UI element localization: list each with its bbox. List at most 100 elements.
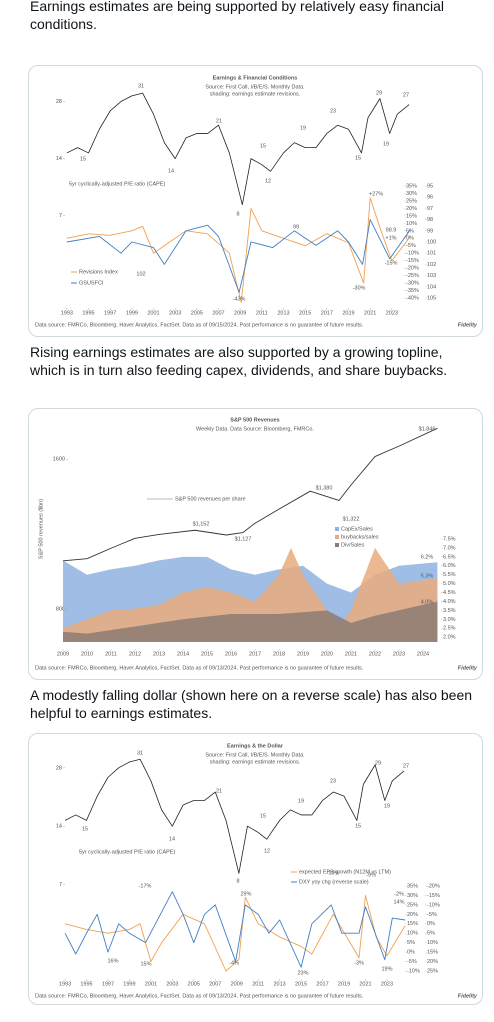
y2-tick-label: 0% <box>407 950 415 956</box>
y3-tick-label: 0% <box>427 921 435 927</box>
annotation: 29 <box>376 90 382 96</box>
annotation: 27 <box>403 92 409 98</box>
annotation: 21 <box>216 118 222 124</box>
x-tick-label: 1997 <box>102 981 114 987</box>
y3-tick-label: 20% <box>427 959 438 965</box>
line <box>66 92 410 206</box>
y2-tick-label: 30% <box>406 191 417 197</box>
legend-swatch <box>335 535 339 539</box>
chart-card: S&P 500 Revenues Weekly Data. Data Source… <box>28 408 483 680</box>
y2-tick-label: -10% <box>407 968 420 974</box>
annotation: 14 <box>168 168 174 174</box>
x-tick-label: 2013 <box>274 981 286 987</box>
annotation: $1,846 <box>419 426 436 432</box>
y2-tick-label: -10% <box>406 251 419 257</box>
source-note: Data source: FMRCo, Bloomberg, Haver Ana… <box>35 993 364 999</box>
x-tick-label: 2011 <box>105 651 117 657</box>
annotation: -30% <box>353 285 366 291</box>
annotation: 16% <box>107 958 118 964</box>
x-tick-label: 2016 <box>225 651 237 657</box>
y2-tick-label: 15% <box>406 213 417 219</box>
y2-tick-label: 5% <box>407 940 415 946</box>
x-tick-label: 2009 <box>234 310 246 316</box>
y2-tick-label: 5.0% <box>443 581 456 587</box>
x-tick-label: 2023 <box>393 651 405 657</box>
annotation: 21 <box>216 788 222 794</box>
x-tick-label: 1997 <box>104 310 116 316</box>
annotation: 23% <box>297 970 308 976</box>
x-tick-label: 2001 <box>147 310 159 316</box>
x-tick-label: 2007 <box>209 981 221 987</box>
y3-tick-label: 98 <box>427 217 433 223</box>
chart-subtitle: Source: First Call, I/B/E/S. Monthly Dat… <box>205 752 305 758</box>
chart-subtitle: shading: earnings estimate revisions. <box>210 91 301 97</box>
annotation: 19 <box>300 125 306 131</box>
legend-label: expected EPS growth (N12M vs LTM) <box>299 869 391 875</box>
x-tick-label: 2014 <box>177 651 189 657</box>
x-tick-label: 2019 <box>297 651 309 657</box>
x-tick-label: 2001 <box>145 981 157 987</box>
annotation: 19% <box>381 966 392 972</box>
x-tick-label: 2015 <box>201 651 213 657</box>
x-tick-label: 2021 <box>364 310 376 316</box>
y2-tick-label: -25% <box>406 273 419 279</box>
annotation: 15 <box>80 156 86 162</box>
x-tick-label: 2003 <box>169 310 181 316</box>
x-tick-label: 1995 <box>82 310 94 316</box>
annotation: 31 <box>138 83 144 89</box>
annotation: 19 <box>298 798 304 804</box>
annotation: $1,322 <box>343 516 360 522</box>
y-tick-label: 800 <box>56 607 65 613</box>
logo: Fidelity <box>458 665 478 671</box>
y2-tick-label: 35% <box>407 883 418 889</box>
annotation: 19 <box>383 141 389 147</box>
x-tick-label: 2013 <box>277 310 289 316</box>
y-tick-label: 7 <box>59 213 62 219</box>
y2-tick-label: 20% <box>406 206 417 212</box>
y2-tick-label: -20% <box>406 266 419 272</box>
source-note: Data source: FMRCo, Bloomberg, Haver Ana… <box>35 665 364 671</box>
annotation: 8 <box>236 211 239 217</box>
y3-tick-label: 97 <box>427 206 433 212</box>
x-tick-label: 2018 <box>273 651 285 657</box>
y2-tick-label: 7.0% <box>443 545 456 551</box>
annotation: 98.9 <box>386 227 397 233</box>
annotation: -4% <box>229 960 239 966</box>
y-axis-label: S&P 500 revenues ($bn) <box>38 499 44 559</box>
legend-label: S&P 500 revenues per share <box>175 496 246 502</box>
annotation: $1,127 <box>235 536 252 542</box>
y2-tick-label: 15% <box>407 921 418 927</box>
annotation: 12 <box>264 848 270 854</box>
x-tick-label: 2015 <box>299 310 311 316</box>
annotation: $1,152 <box>193 521 210 527</box>
x-tick-label: 2013 <box>153 651 165 657</box>
annotation: 6.2% <box>421 554 434 560</box>
annotation: $1,380 <box>316 485 333 491</box>
y2-tick-label: 2.5% <box>443 626 456 632</box>
legend-label: Revisions Index <box>79 269 118 275</box>
y2-tick-label: -15% <box>406 258 419 264</box>
annotation: 102 <box>136 271 145 277</box>
chart-card: Earnings & the Dollar Source: First Call,… <box>28 733 483 1005</box>
x-tick-label: 2023 <box>386 310 398 316</box>
chart-title: Earnings & Financial Conditions <box>213 75 298 81</box>
y-tick-label: 14 <box>56 156 62 162</box>
y-tick-label: 7 <box>59 882 62 888</box>
legend-swatch <box>335 543 339 547</box>
y3-tick-label: -20% <box>427 883 440 889</box>
y3-tick-label: 105 <box>427 295 436 301</box>
x-tick-label: 2019 <box>338 981 350 987</box>
chart-title: S&P 500 Revenues <box>230 417 279 423</box>
x-tick-label: 1995 <box>80 981 92 987</box>
x-tick-label: 2011 <box>252 981 264 987</box>
x-tick-label: 2024 <box>417 651 429 657</box>
annotation: 8 <box>236 878 239 884</box>
y2-tick-label: -35% <box>406 288 419 294</box>
annotation: 15 <box>355 823 361 829</box>
y2-tick-label: 0% <box>406 236 414 242</box>
x-tick-label: 1993 <box>61 310 73 316</box>
line <box>64 758 405 874</box>
y2-tick-label: 20% <box>407 912 418 918</box>
annotation: 4.0% <box>421 599 434 605</box>
x-tick-label: 2020 <box>321 651 333 657</box>
